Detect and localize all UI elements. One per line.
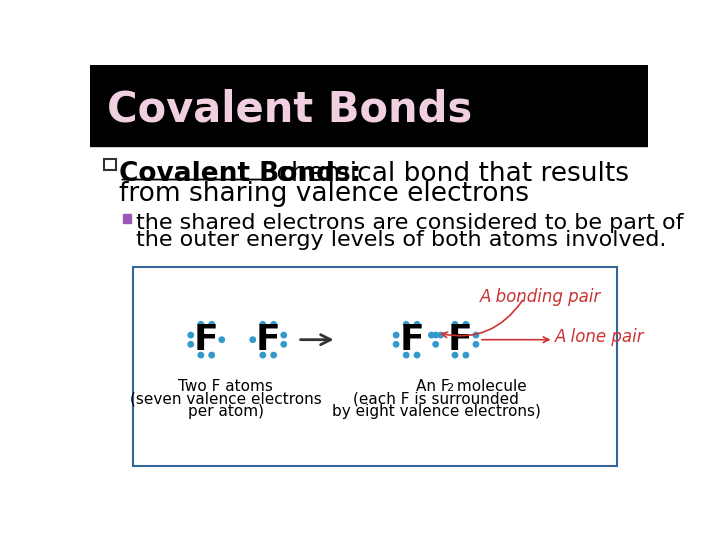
Circle shape [433, 333, 438, 338]
Circle shape [188, 333, 194, 338]
Text: chemical bond that results: chemical bond that results [269, 161, 629, 187]
Circle shape [198, 353, 204, 358]
Circle shape [414, 322, 420, 327]
Text: F: F [448, 323, 473, 357]
Text: by eight valence electrons): by eight valence electrons) [332, 403, 541, 418]
Circle shape [198, 322, 204, 327]
Circle shape [438, 333, 444, 338]
Circle shape [393, 333, 399, 338]
Circle shape [281, 333, 287, 338]
Text: Two F atoms: Two F atoms [178, 379, 273, 394]
Circle shape [250, 337, 256, 342]
Circle shape [463, 353, 469, 358]
Circle shape [271, 322, 276, 327]
Text: from sharing valence electrons: from sharing valence electrons [120, 181, 529, 207]
Text: A bonding pair: A bonding pair [480, 288, 601, 306]
Bar [132, 267, 617, 466]
Circle shape [188, 342, 194, 347]
Circle shape [393, 342, 399, 347]
Circle shape [452, 353, 458, 358]
Circle shape [260, 353, 266, 358]
Bar [90, 65, 648, 146]
Circle shape [428, 333, 434, 338]
Text: (each F is surrounded: (each F is surrounded [354, 392, 519, 406]
Circle shape [473, 333, 479, 338]
Circle shape [260, 322, 266, 327]
Text: Covalent Bonds:: Covalent Bonds: [120, 161, 362, 187]
Text: F: F [400, 323, 424, 357]
Bar [104, 159, 116, 170]
Text: F: F [194, 323, 219, 357]
Text: the outer energy levels of both atoms involved.: the outer energy levels of both atoms in… [137, 231, 667, 251]
Circle shape [403, 353, 409, 358]
Circle shape [414, 353, 420, 358]
Circle shape [463, 322, 469, 327]
Text: A lone pair: A lone pair [555, 328, 644, 346]
Circle shape [209, 322, 215, 327]
Circle shape [281, 342, 287, 347]
Bar [122, 214, 131, 222]
Circle shape [403, 322, 409, 327]
Text: F: F [256, 323, 281, 357]
Text: 2: 2 [446, 383, 454, 393]
Circle shape [209, 353, 215, 358]
Text: (seven valence electrons: (seven valence electrons [130, 392, 322, 406]
Circle shape [219, 337, 225, 342]
Text: molecule: molecule [452, 379, 526, 394]
Circle shape [452, 322, 458, 327]
Circle shape [473, 342, 479, 347]
Text: per atom): per atom) [188, 403, 264, 418]
Text: the shared electrons are considered to be part of: the shared electrons are considered to b… [137, 213, 684, 233]
Circle shape [271, 353, 276, 358]
Text: An F: An F [415, 379, 449, 394]
Circle shape [433, 342, 438, 347]
Text: Covalent Bonds: Covalent Bonds [107, 89, 472, 131]
